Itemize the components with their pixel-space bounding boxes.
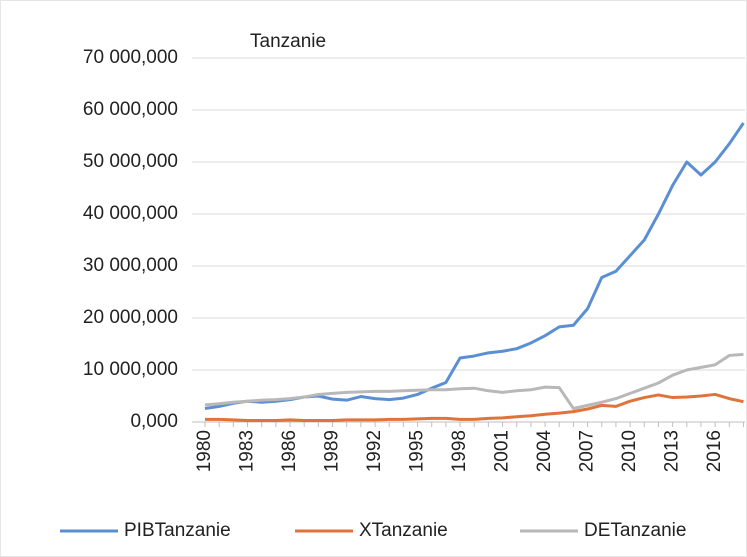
x-tick-label: 2013 (662, 430, 683, 472)
x-tick-label: 1989 (322, 430, 343, 472)
x-tick-label: 1980 (194, 430, 215, 472)
y-tick-label: 60 000,000 (83, 99, 178, 120)
x-tick-label: 2001 (492, 430, 513, 472)
x-tick-label: 2016 (704, 430, 725, 472)
chart-title: Tanzanie (250, 31, 326, 52)
y-tick-label: 10 000,000 (83, 359, 178, 380)
y-tick-label: 70 000,000 (83, 47, 178, 68)
y-tick-label: 0,000 (130, 411, 178, 432)
y-tick-label: 20 000,000 (83, 307, 178, 328)
x-tick-label: 1983 (237, 430, 258, 472)
x-tick-label: 1992 (364, 430, 385, 472)
series-line (205, 392, 744, 422)
x-tick-label: 1986 (279, 430, 300, 472)
x-tick-label: 2004 (534, 430, 555, 473)
y-tick-label: 50 000,000 (83, 151, 178, 172)
legend-label: PIBTanzanie (124, 520, 231, 541)
legend-label: DETanzanie (584, 520, 686, 541)
legend-label: XTanzanie (359, 520, 448, 541)
x-tick-label: 1995 (407, 430, 428, 472)
series-line (204, 352, 744, 410)
x-tick-label: 2007 (577, 430, 598, 472)
x-tick-label: 2010 (619, 430, 640, 472)
x-tick-label: 1998 (449, 430, 470, 472)
y-tick-label: 30 000,000 (83, 255, 178, 276)
y-tick-label: 40 000,000 (83, 203, 178, 224)
